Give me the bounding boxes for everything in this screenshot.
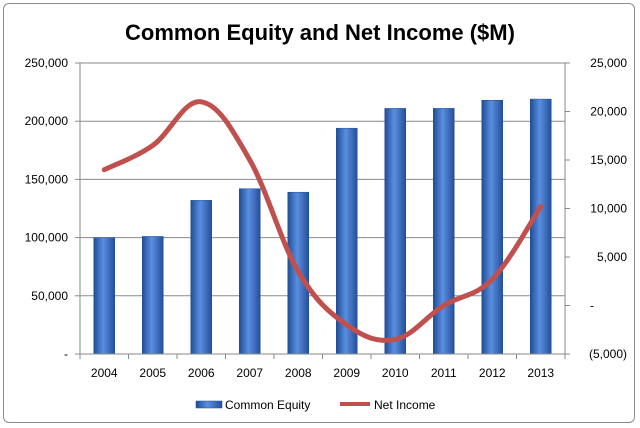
x-tick-label: 2009 bbox=[333, 366, 360, 380]
bar-common-equity-2012 bbox=[481, 99, 503, 355]
legend-label-common-equity: Common Equity bbox=[225, 398, 310, 412]
x-tick-label: 2013 bbox=[527, 366, 554, 380]
right-tick-label: 5,000 bbox=[597, 250, 627, 264]
x-tick-label: 2005 bbox=[139, 366, 166, 380]
bar-common-equity-2007 bbox=[239, 188, 261, 355]
x-tick-label: 2012 bbox=[479, 366, 506, 380]
bar-common-equity-2006 bbox=[190, 200, 212, 355]
line-series bbox=[101, 99, 544, 343]
bar-common-equity-2004 bbox=[93, 237, 115, 355]
bar-common-equity-2010 bbox=[384, 108, 406, 355]
left-tick-label: 100,000 bbox=[25, 231, 69, 245]
bar-common-equity-2011 bbox=[433, 108, 455, 355]
x-axis-ticks: 2004 2005 2006 2007 2008 2009 2010 2011 2012 2013 bbox=[91, 366, 555, 380]
right-tick-label: 25,000 bbox=[590, 56, 627, 70]
axes bbox=[75, 62, 570, 359]
left-tick-label: 50,000 bbox=[31, 289, 68, 303]
line-net-income bbox=[101, 99, 544, 343]
legend: Common Equity Net Income bbox=[195, 398, 436, 412]
x-tick-label: 2008 bbox=[285, 366, 312, 380]
left-tick-label: 150,000 bbox=[25, 172, 69, 186]
left-tick-label: 250,000 bbox=[25, 56, 69, 70]
right-tick-label: (5,000) bbox=[589, 347, 627, 361]
x-tick-label: 2004 bbox=[91, 366, 118, 380]
legend-swatch-common-equity bbox=[195, 400, 223, 409]
legend-label-net-income: Net Income bbox=[374, 398, 436, 412]
right-tick-label: 15,000 bbox=[590, 153, 627, 167]
x-tick-label: 2007 bbox=[236, 366, 263, 380]
x-tick-label: 2011 bbox=[431, 366, 457, 380]
chart-title: Common Equity and Net Income ($M) bbox=[125, 20, 515, 45]
left-tick-label: - bbox=[64, 347, 68, 361]
right-tick-label: - bbox=[590, 299, 594, 313]
left-tick-label: 200,000 bbox=[25, 114, 69, 128]
x-tick-label: 2010 bbox=[382, 366, 409, 380]
right-tick-label: 10,000 bbox=[590, 202, 627, 216]
bar-common-equity-2005 bbox=[142, 236, 164, 355]
right-axis-ticks: (5,000) - 5,000 10,000 15,000 20,000 25,000 bbox=[589, 56, 627, 361]
left-axis-ticks: - 50,000 100,000 150,000 200,000 250,000 bbox=[25, 56, 69, 361]
bar-series bbox=[93, 98, 552, 355]
right-tick-label: 20,000 bbox=[590, 105, 627, 119]
x-tick-label: 2006 bbox=[188, 366, 215, 380]
bar-common-equity-2013 bbox=[530, 98, 552, 355]
